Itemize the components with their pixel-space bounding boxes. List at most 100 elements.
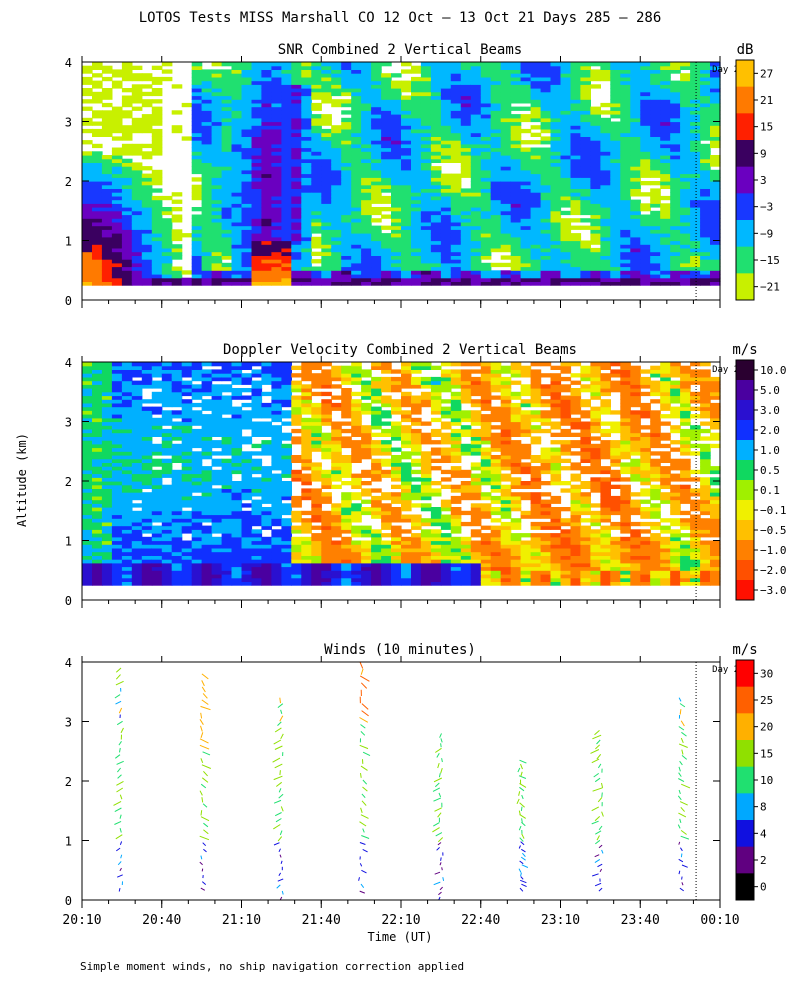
heatmap-cell — [530, 80, 542, 85]
heatmap-cell — [411, 218, 422, 223]
heatmap-cell — [261, 221, 272, 227]
heatmap-cell — [92, 469, 103, 475]
heatmap-cell — [321, 581, 332, 586]
heatmap-cell — [211, 432, 223, 437]
heatmap-cell — [560, 270, 572, 275]
heatmap-cell — [361, 80, 372, 85]
heatmap-cell — [221, 417, 233, 423]
heatmap-cell — [331, 559, 342, 564]
heatmap-cell — [131, 369, 143, 374]
heatmap-cell — [92, 270, 103, 275]
heatmap-cell — [291, 95, 302, 100]
heatmap-cell — [131, 166, 143, 171]
heatmap-cell — [600, 166, 611, 171]
heatmap-cell — [251, 551, 263, 556]
doppler-panel-title: Doppler Velocity Combined 2 Vertical Bea… — [223, 342, 577, 358]
heatmap-cell — [211, 462, 223, 467]
heatmap-cell — [151, 262, 163, 268]
heatmap-cell — [560, 221, 572, 227]
heatmap-cell — [131, 277, 143, 282]
heatmap-cell — [550, 125, 562, 130]
heatmap-cell — [121, 540, 133, 545]
heatmap-cell — [540, 233, 552, 238]
heatmap-cell — [101, 225, 113, 230]
heatmap-cell — [411, 121, 422, 126]
heatmap-cell — [450, 233, 462, 238]
heatmap-cell — [211, 210, 223, 216]
heatmap-cell — [660, 277, 671, 282]
heatmap-cell — [82, 65, 93, 70]
heatmap-cell — [690, 140, 701, 145]
heatmap-cell — [341, 274, 352, 279]
heatmap-cell — [550, 221, 562, 227]
heatmap-cell — [311, 503, 322, 508]
heatmap-cell — [121, 462, 133, 467]
heatmap-cell — [570, 140, 582, 145]
heatmap-cell — [271, 581, 282, 586]
heatmap-cell — [341, 547, 352, 553]
heatmap-cell — [131, 281, 143, 286]
heatmap-cell — [271, 410, 282, 415]
heatmap-cell — [92, 365, 103, 370]
heatmap-cell — [261, 421, 272, 426]
heatmap-cell — [281, 525, 292, 530]
heatmap-cell — [341, 65, 352, 70]
heatmap-cell — [131, 88, 143, 93]
heatmap-cell — [550, 80, 562, 85]
heatmap-cell — [271, 436, 282, 441]
heatmap-cell — [610, 277, 621, 282]
heatmap-cell — [411, 210, 422, 216]
heatmap-cell — [82, 425, 93, 430]
heatmap-cell — [680, 121, 691, 126]
heatmap-cell — [101, 199, 113, 204]
heatmap-cell — [82, 462, 93, 467]
heatmap-cell — [610, 106, 621, 111]
heatmap-cell — [680, 233, 691, 238]
heatmap-cell — [371, 251, 382, 256]
heatmap-cell — [560, 181, 572, 186]
heatmap-cell — [191, 362, 203, 367]
heatmap-cell — [191, 102, 203, 108]
heatmap-cell — [311, 207, 322, 212]
heatmap-cell — [92, 518, 103, 523]
heatmap-cell — [580, 203, 591, 208]
heatmap-cell — [610, 166, 621, 171]
heatmap-cell — [231, 203, 243, 208]
heatmap-cell — [331, 477, 342, 482]
heatmap-cell — [211, 184, 223, 189]
heatmap-cell — [460, 207, 472, 212]
heatmap-cell — [670, 143, 681, 149]
heatmap-cell — [600, 102, 611, 108]
heatmap-cell — [710, 214, 721, 219]
heatmap-cell — [301, 203, 312, 208]
heatmap-cell — [650, 166, 661, 171]
heatmap-cell — [420, 143, 432, 149]
heatmap-cell — [82, 473, 93, 478]
heatmap-cell — [341, 225, 352, 230]
heatmap-cell — [610, 240, 621, 245]
heatmap-cell — [351, 69, 362, 74]
heatmap-cell — [211, 259, 223, 264]
heatmap-cell — [311, 495, 322, 501]
heatmap-cell — [321, 577, 332, 582]
heatmap-cell — [111, 207, 123, 212]
heatmap-cell — [640, 76, 651, 82]
heatmap-cell — [261, 203, 272, 208]
heatmap-cell — [211, 481, 223, 486]
heatmap-cell — [311, 421, 322, 426]
heatmap-cell — [251, 125, 263, 130]
heatmap-cell — [620, 262, 631, 268]
heatmap-cell — [500, 65, 512, 70]
heatmap-cell — [101, 484, 113, 489]
heatmap-cell — [670, 155, 681, 160]
heatmap-cell — [291, 562, 302, 568]
heatmap-cell — [221, 117, 233, 123]
heatmap-cell — [171, 544, 183, 549]
heatmap-cell — [161, 402, 173, 408]
heatmap-cell — [510, 225, 522, 230]
heatmap-cell — [321, 266, 332, 271]
heatmap-cell — [101, 203, 113, 208]
heatmap-cell — [490, 277, 502, 282]
heatmap-cell — [510, 62, 522, 67]
heatmap-cell — [181, 495, 193, 501]
